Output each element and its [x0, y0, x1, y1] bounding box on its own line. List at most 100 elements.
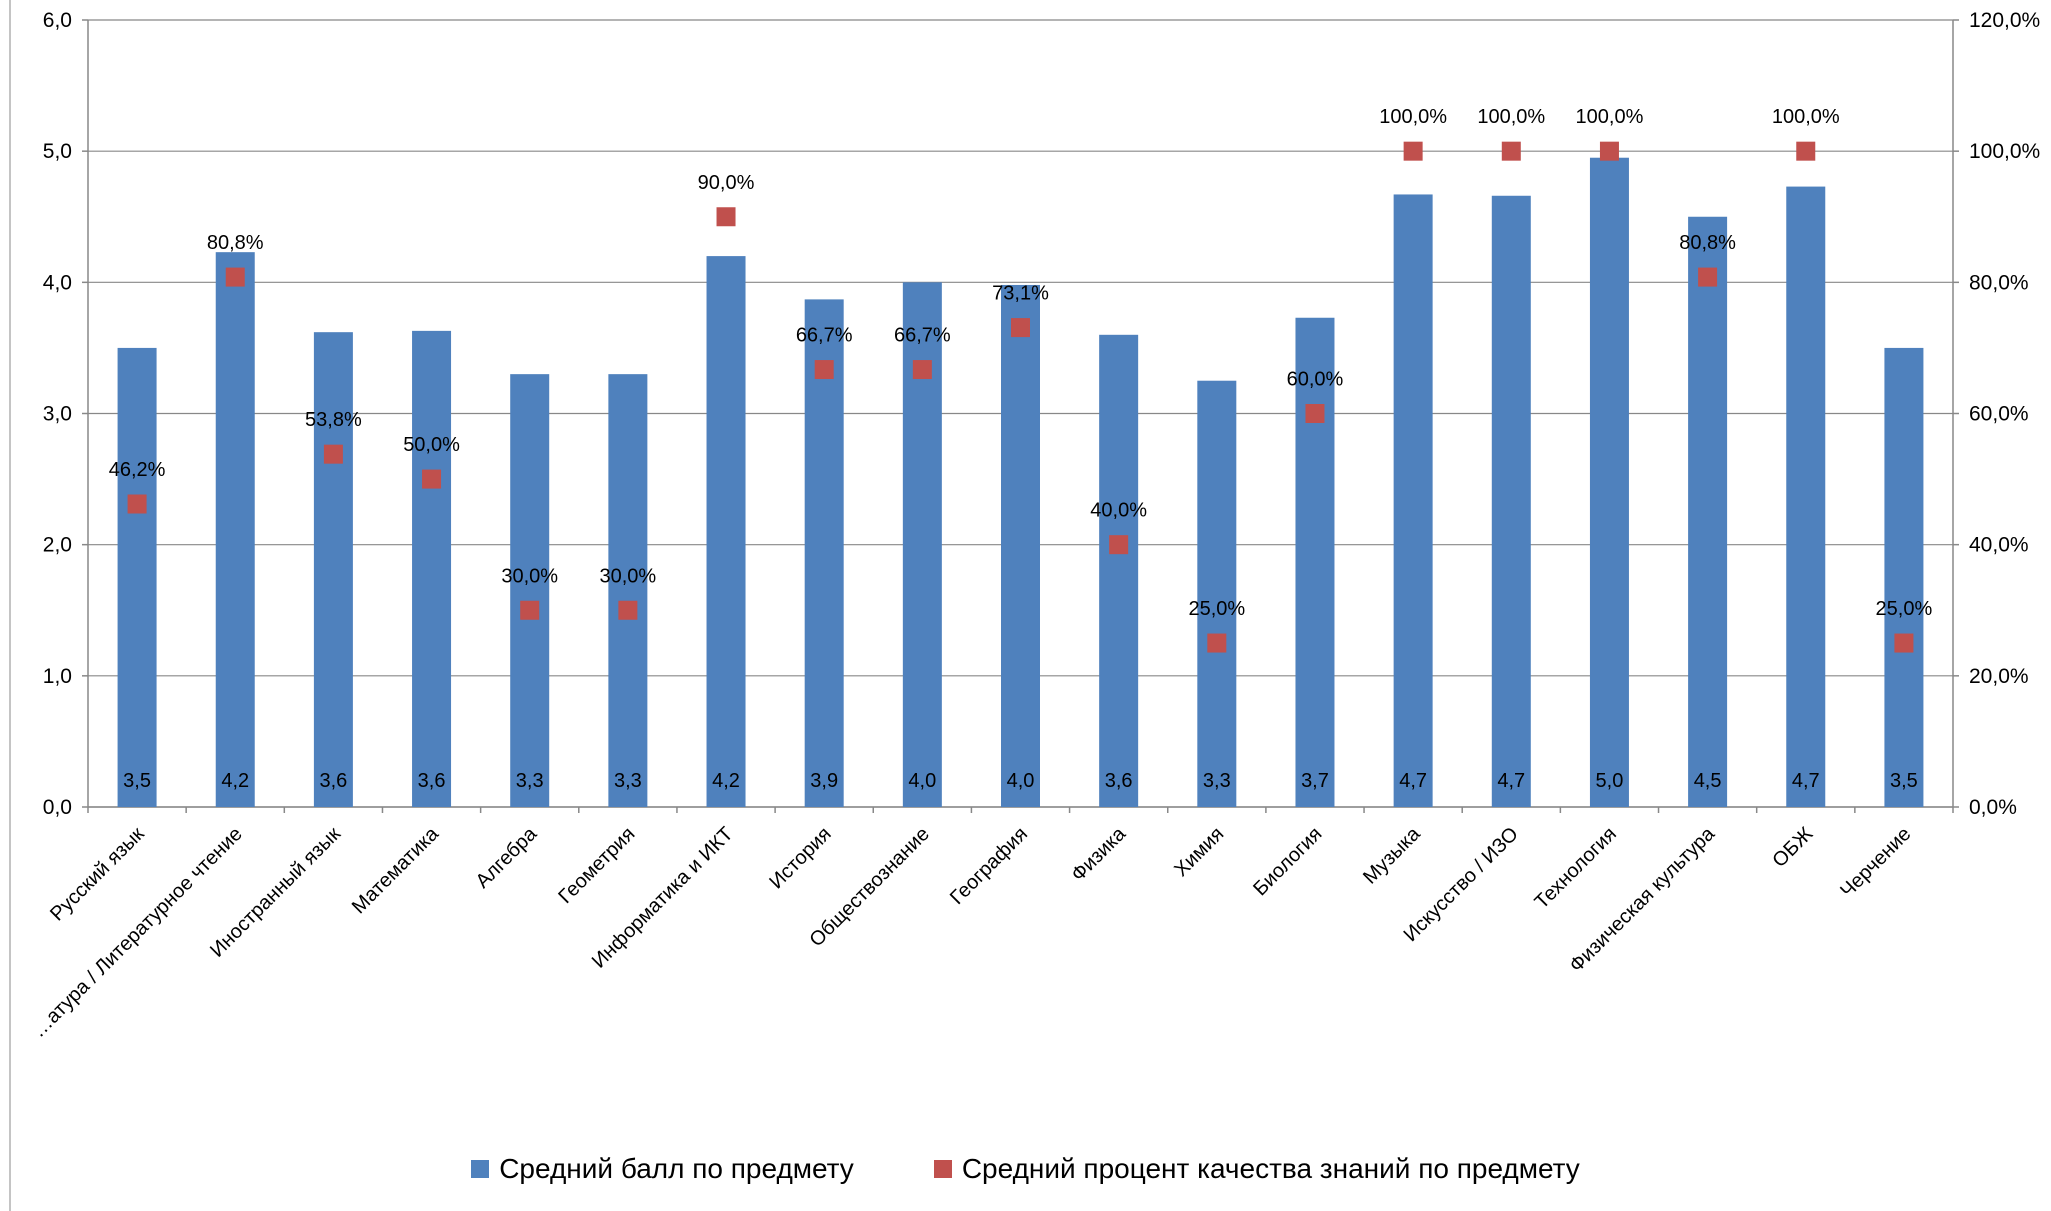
bar [510, 374, 550, 807]
quality-marker [323, 444, 343, 464]
bar-value-label: 4,7 [1497, 770, 1525, 792]
category-label: География [946, 823, 1032, 909]
bar-value-label: 3,3 [1203, 770, 1231, 792]
bar [1099, 334, 1139, 807]
bar [1393, 194, 1433, 807]
bar [117, 347, 157, 807]
bar [804, 299, 844, 807]
bar [313, 332, 353, 807]
category-label: История [765, 823, 835, 893]
y-tick-label: 5,0 [43, 140, 72, 163]
quality-value-label: 66,7% [796, 325, 853, 347]
y2-tick-label: 20,0% [1969, 665, 2029, 688]
quality-value-label: 66,7% [894, 325, 951, 347]
bar [1786, 186, 1826, 807]
y2-tick-label: 120,0% [1969, 9, 2040, 32]
quality-marker [225, 267, 245, 287]
y-tick-label: 4,0 [43, 271, 72, 294]
bar-value-label: 5,0 [1596, 770, 1624, 792]
category-label: Математика [348, 822, 444, 918]
category-label: Русский язык [46, 823, 149, 926]
category-label: Технология [1531, 823, 1621, 913]
bar-value-label: 3,5 [123, 770, 151, 792]
quality-marker [1207, 633, 1227, 653]
bar-value-label: 3,7 [1301, 770, 1329, 792]
bar [215, 252, 255, 808]
quality-value-label: 30,0% [501, 565, 558, 587]
y2-tick-label: 0,0% [1969, 796, 2017, 819]
quality-marker [520, 600, 540, 620]
y2-tick-label: 100,0% [1969, 140, 2040, 163]
bar [706, 256, 746, 808]
category-label: …атура / Литературное чтение [28, 823, 247, 1042]
quality-value-label: 90,0% [698, 172, 755, 194]
bar [412, 330, 452, 807]
bar-value-label: 3,3 [614, 770, 642, 792]
quality-value-label: 100,0% [1477, 106, 1545, 128]
bar [1001, 284, 1040, 807]
quality-value-label: 40,0% [1090, 500, 1147, 522]
category-label: Физика [1067, 822, 1131, 886]
category-label: Алгебра [472, 822, 542, 892]
quality-value-label: 30,0% [600, 565, 657, 587]
bar-value-label: 3,5 [1890, 770, 1918, 792]
quality-value-label: 100,0% [1576, 106, 1644, 128]
quality-value-label: 80,8% [207, 232, 264, 254]
bar-value-label: 3,6 [418, 770, 446, 792]
quality-value-label: 100,0% [1772, 106, 1840, 128]
quality-marker [422, 469, 442, 489]
y2-tick-label: 40,0% [1969, 534, 2029, 557]
quality-value-label: 60,0% [1287, 369, 1344, 391]
quality-value-label: 25,0% [1876, 598, 1933, 620]
bar-value-label: 4,7 [1792, 770, 1820, 792]
quality-value-label: 80,8% [1679, 232, 1736, 254]
bar-value-label: 3,9 [810, 770, 838, 792]
quality-marker [814, 360, 834, 380]
y-tick-label: 2,0 [43, 534, 72, 557]
bar [608, 374, 648, 807]
legend-label-quality: Средний процент качества знаний по предм… [961, 1153, 1580, 1184]
legend-label-avg-score: Средний балл по предмету [499, 1153, 854, 1184]
quality-marker [1796, 141, 1816, 161]
bar-value-label: 4,2 [221, 770, 249, 792]
category-label: Биология [1249, 823, 1326, 900]
quality-marker [1403, 141, 1423, 161]
bar [1884, 347, 1924, 807]
quality-marker [1501, 141, 1521, 161]
category-label: Геометрия [554, 823, 639, 908]
quality-value-label: 25,0% [1188, 598, 1245, 620]
legend-bar-swatch-icon [471, 1160, 490, 1178]
bar-value-label: 4,7 [1399, 770, 1427, 792]
quality-marker [912, 360, 932, 380]
quality-marker [618, 600, 638, 620]
bar-value-label: 4,0 [908, 770, 936, 792]
quality-marker [1894, 633, 1914, 653]
category-label: ОБЖ [1768, 823, 1817, 872]
bar-value-label: 4,0 [1007, 770, 1035, 792]
quality-value-label: 73,1% [992, 283, 1049, 305]
y-tick-label: 1,0 [43, 665, 72, 688]
bar [1295, 317, 1335, 807]
bar-value-label: 4,5 [1694, 770, 1722, 792]
legend-item-avg-score: Средний балл по предмету [471, 1153, 854, 1185]
y-tick-label: 6,0 [43, 9, 72, 32]
y-tick-label: 0,0 [43, 796, 72, 819]
quality-marker [1698, 267, 1718, 287]
bar-value-label: 3,3 [516, 770, 544, 792]
legend: Средний балл по предмету Средний процент… [0, 1153, 2051, 1185]
bar [1688, 216, 1728, 807]
quality-value-label: 46,2% [109, 459, 166, 481]
category-label: Музыка [1359, 822, 1425, 888]
y2-tick-label: 80,0% [1969, 271, 2029, 294]
bar-value-label: 3,6 [319, 770, 347, 792]
quality-marker [1599, 141, 1619, 161]
quality-value-label: 100,0% [1379, 106, 1447, 128]
bar-value-label: 3,6 [1105, 770, 1133, 792]
y-tick-label: 3,0 [43, 403, 72, 426]
quality-marker [716, 207, 736, 227]
legend-marker-swatch-icon [933, 1160, 952, 1178]
category-label: Черчение [1836, 823, 1915, 902]
bar [1197, 380, 1237, 807]
